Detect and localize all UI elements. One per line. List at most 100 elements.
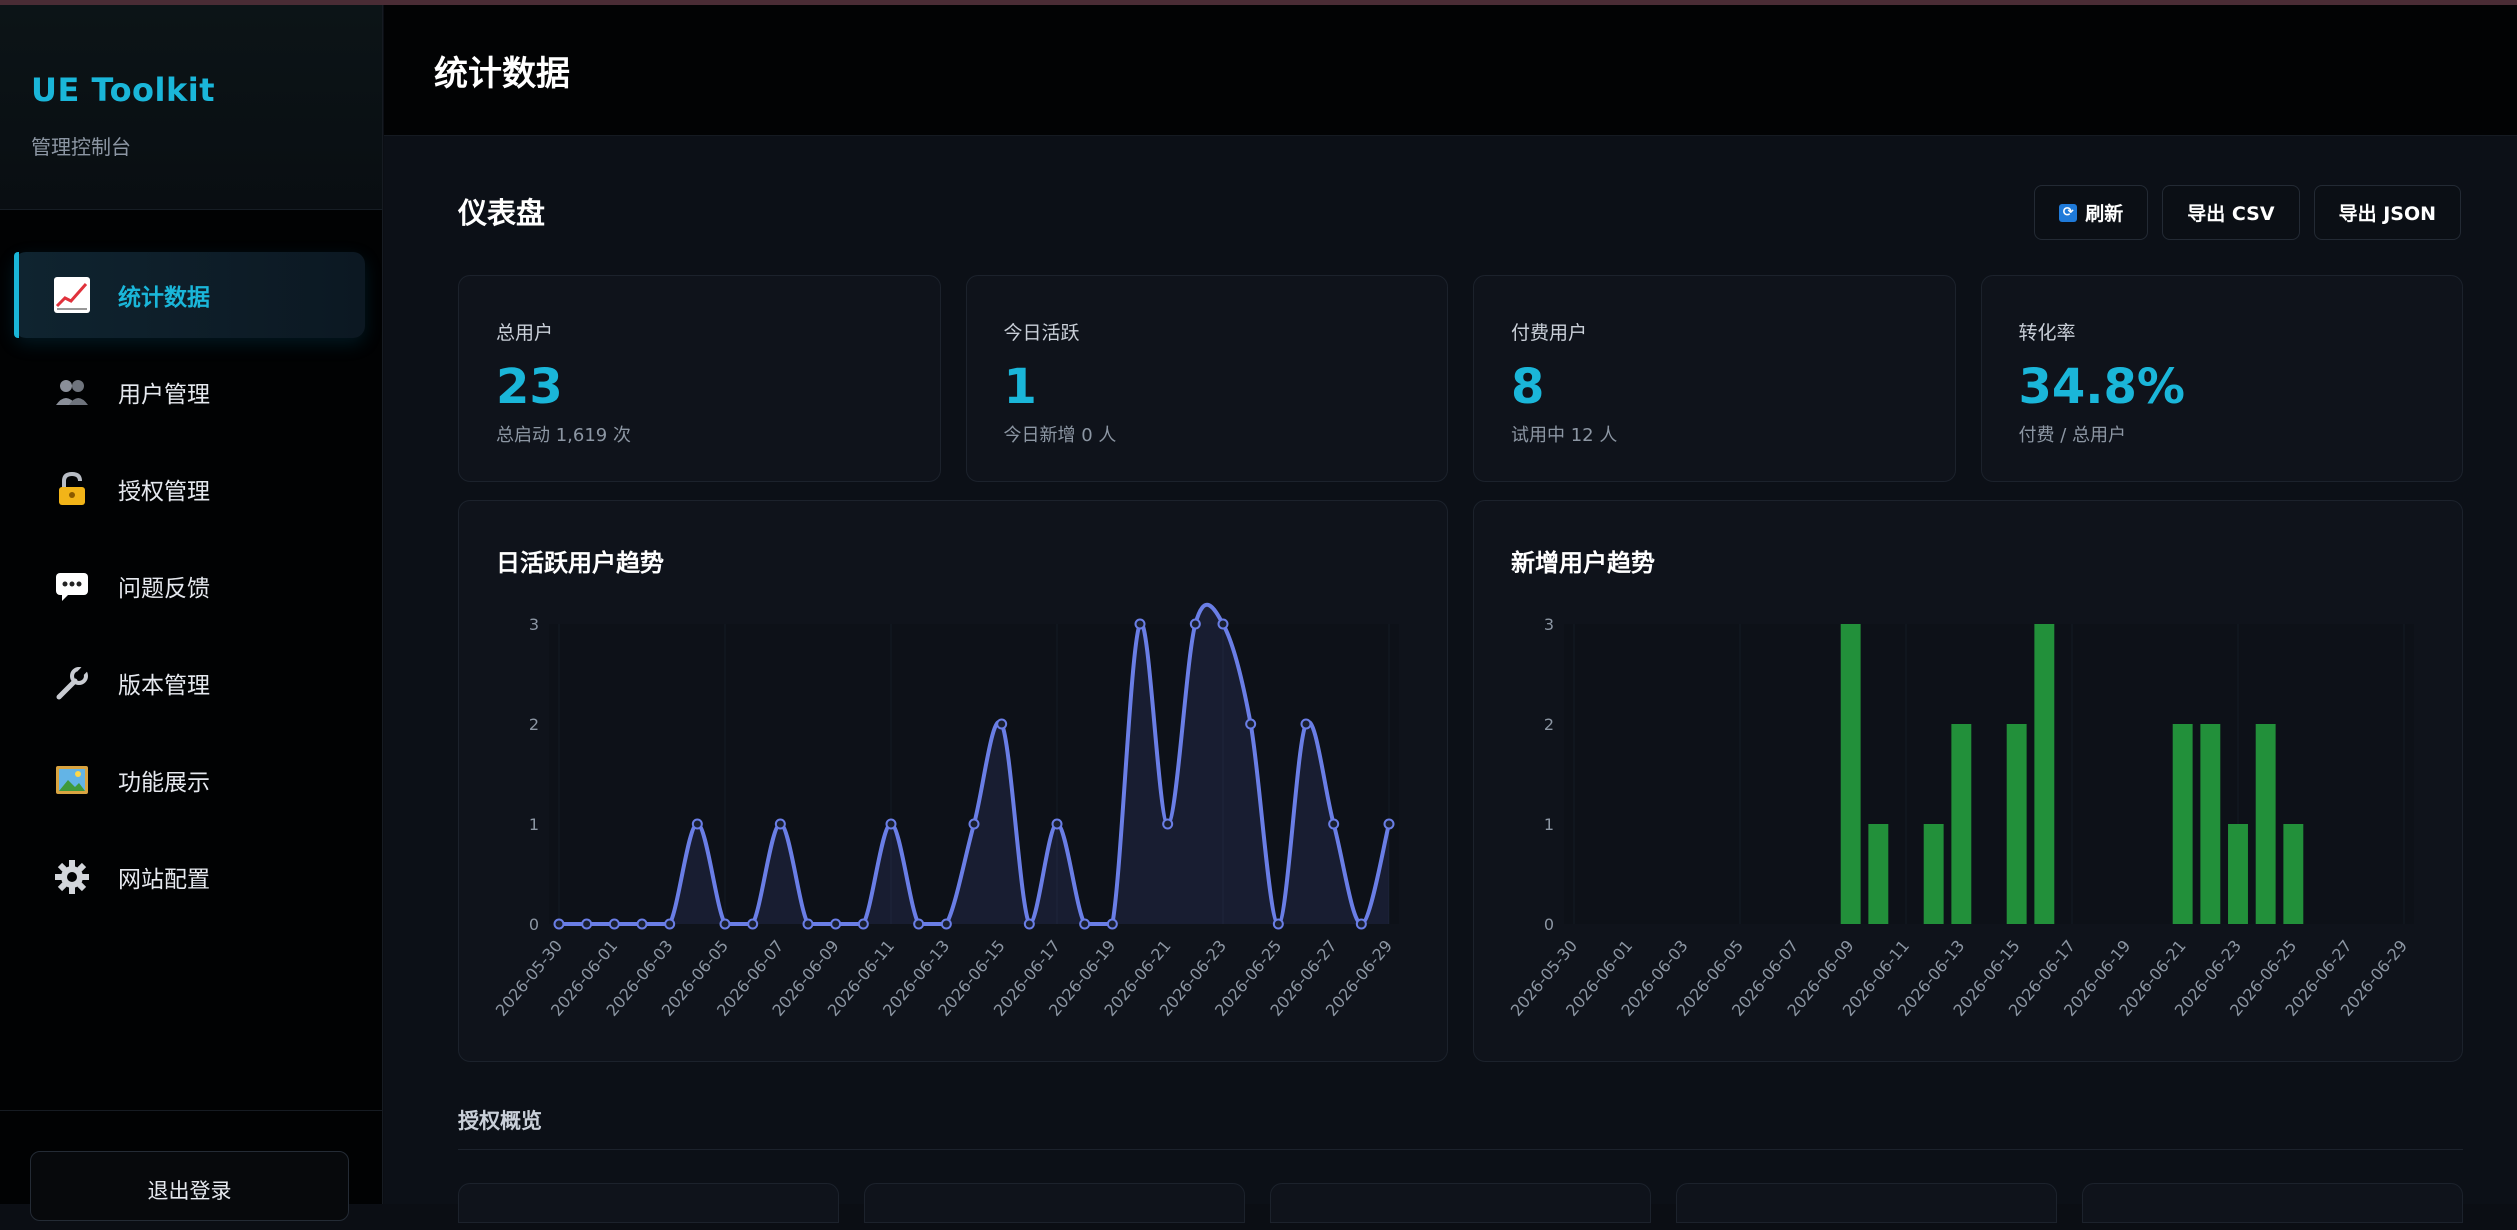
data-point[interactable]: [885, 818, 897, 830]
bar[interactable]: [2200, 724, 2221, 924]
stat-subtext: 总启动 1,619 次: [496, 425, 631, 446]
logout-button[interactable]: 退出登录: [30, 1151, 349, 1221]
data-point[interactable]: [1134, 618, 1146, 630]
stat-label: 付费用户: [1511, 322, 1588, 344]
bar[interactable]: [2006, 724, 2027, 924]
data-point[interactable]: [830, 918, 842, 930]
new-users-bar-chart: 01232026-05-302026-06-012026-06-032026-0…: [1507, 615, 2414, 1020]
stat-label: 转化率: [2018, 322, 2076, 344]
page-title: 统计数据: [434, 53, 570, 94]
data-point[interactable]: [1328, 818, 1340, 830]
bar[interactable]: [1840, 624, 1861, 924]
data-point[interactable]: [1355, 918, 1367, 930]
export-json-button[interactable]: 导出 JSON: [2313, 185, 2461, 240]
data-point[interactable]: [913, 918, 925, 930]
bar[interactable]: [2172, 724, 2193, 924]
dau-line-chart: 01232026-05-302026-06-012026-06-032026-0…: [492, 602, 1399, 1020]
brand: UE Toolkit 管理控制台: [0, 5, 382, 210]
sidebar-item-license[interactable]: 授权管理: [14, 446, 365, 532]
sidebar-item-showcase[interactable]: 功能展示: [14, 737, 365, 823]
data-point[interactable]: [802, 918, 814, 930]
y-tick-label: 0: [529, 915, 539, 934]
bar[interactable]: [1923, 824, 1944, 924]
y-tick-label: 1: [1544, 815, 1554, 834]
chart-title: 日活跃用户趋势: [496, 549, 664, 577]
data-point[interactable]: [1245, 718, 1257, 730]
picture-icon: [52, 760, 92, 800]
sidebar-item-label: 授权管理: [118, 479, 210, 505]
brand-subtitle: 管理控制台: [31, 135, 131, 159]
stat-value: 34.8%: [2018, 359, 2186, 415]
page-header: 统计数据: [384, 5, 2517, 136]
y-tick-label: 3: [1544, 615, 1554, 634]
sidebar-item-stats[interactable]: 统计数据: [14, 252, 365, 338]
wrench-icon: [52, 663, 92, 703]
license-card: [1676, 1183, 2057, 1223]
refresh-icon: ⟳: [2059, 203, 2078, 222]
data-point[interactable]: [636, 918, 648, 930]
bar[interactable]: [2283, 824, 2304, 924]
data-point[interactable]: [581, 918, 593, 930]
stat-card-daily-active: 今日活跃 1 今日新增 0 人: [965, 275, 1448, 482]
stats-row: 总用户 23 总启动 1,619 次 今日活跃 1 今日新增 0 人 付费用户 …: [458, 275, 2463, 482]
sidebar-item-label: 网站配置: [118, 867, 210, 893]
data-point[interactable]: [1217, 618, 1229, 630]
dashboard-actions: ⟳ 刷新 导出 CSV 导出 JSON: [2034, 185, 2461, 240]
y-tick-label: 0: [1544, 915, 1554, 934]
data-point[interactable]: [1383, 818, 1395, 830]
chat-icon: [52, 566, 92, 606]
bar[interactable]: [1868, 824, 1889, 924]
bar[interactable]: [2228, 824, 2248, 924]
data-point[interactable]: [940, 918, 952, 930]
data-point[interactable]: [1162, 818, 1174, 830]
data-point[interactable]: [719, 918, 731, 930]
sidebar-footer: 退出登录: [0, 1110, 382, 1221]
data-point[interactable]: [747, 918, 759, 930]
dashboard-header: 仪表盘: [458, 190, 545, 232]
stat-subtext: 付费 / 总用户: [2018, 425, 2127, 446]
sidebar-item-users[interactable]: 用户管理: [14, 349, 365, 435]
sidebar-item-versions[interactable]: 版本管理: [14, 640, 365, 726]
data-point[interactable]: [1051, 818, 1063, 830]
data-point[interactable]: [857, 918, 869, 930]
export-csv-button[interactable]: 导出 CSV: [2162, 185, 2300, 240]
brand-title: UE Toolkit: [31, 71, 216, 109]
data-point[interactable]: [691, 818, 703, 830]
stat-card-paid-users: 付费用户 8 试用中 12 人: [1473, 275, 1956, 482]
data-point[interactable]: [1079, 918, 1091, 930]
sidebar-item-label: 功能展示: [118, 770, 210, 796]
bar[interactable]: [2255, 724, 2276, 924]
y-tick-label: 2: [529, 715, 539, 734]
stat-value: 23: [496, 359, 563, 415]
license-card: [2082, 1183, 2463, 1223]
data-point[interactable]: [664, 918, 676, 930]
sidebar-item-feedback[interactable]: 问题反馈: [14, 543, 365, 629]
data-point[interactable]: [968, 818, 980, 830]
license-cards: [458, 1183, 2463, 1223]
data-point[interactable]: [1189, 618, 1201, 630]
license-card: [864, 1183, 1245, 1223]
sidebar-item-label: 用户管理: [118, 382, 210, 408]
data-point[interactable]: [553, 918, 565, 930]
data-point[interactable]: [996, 718, 1008, 730]
data-point[interactable]: [608, 918, 620, 930]
refresh-button[interactable]: ⟳ 刷新: [2034, 185, 2149, 240]
series-area: [559, 604, 1389, 924]
users-icon: [52, 372, 92, 412]
sidebar-item-site-config[interactable]: 网站配置: [14, 834, 365, 920]
bar[interactable]: [1951, 724, 1972, 924]
sidebar-item-label: 问题反馈: [118, 576, 210, 602]
data-point[interactable]: [1272, 918, 1284, 930]
sidebar: UE Toolkit 管理控制台 统计数据 用户管理 授权管理 问题反馈: [0, 5, 383, 1221]
bar[interactable]: [2034, 624, 2055, 924]
sidebar-item-label: 统计数据: [118, 285, 210, 311]
stat-label: 今日活跃: [1003, 322, 1080, 344]
data-point[interactable]: [1300, 718, 1312, 730]
y-tick-label: 2: [1544, 715, 1554, 734]
data-point[interactable]: [774, 818, 786, 830]
data-point[interactable]: [1023, 918, 1035, 930]
stat-value: 8: [1511, 359, 1545, 415]
data-point[interactable]: [1106, 918, 1118, 930]
stat-label: 总用户: [496, 322, 554, 344]
chart-icon: [52, 275, 92, 315]
